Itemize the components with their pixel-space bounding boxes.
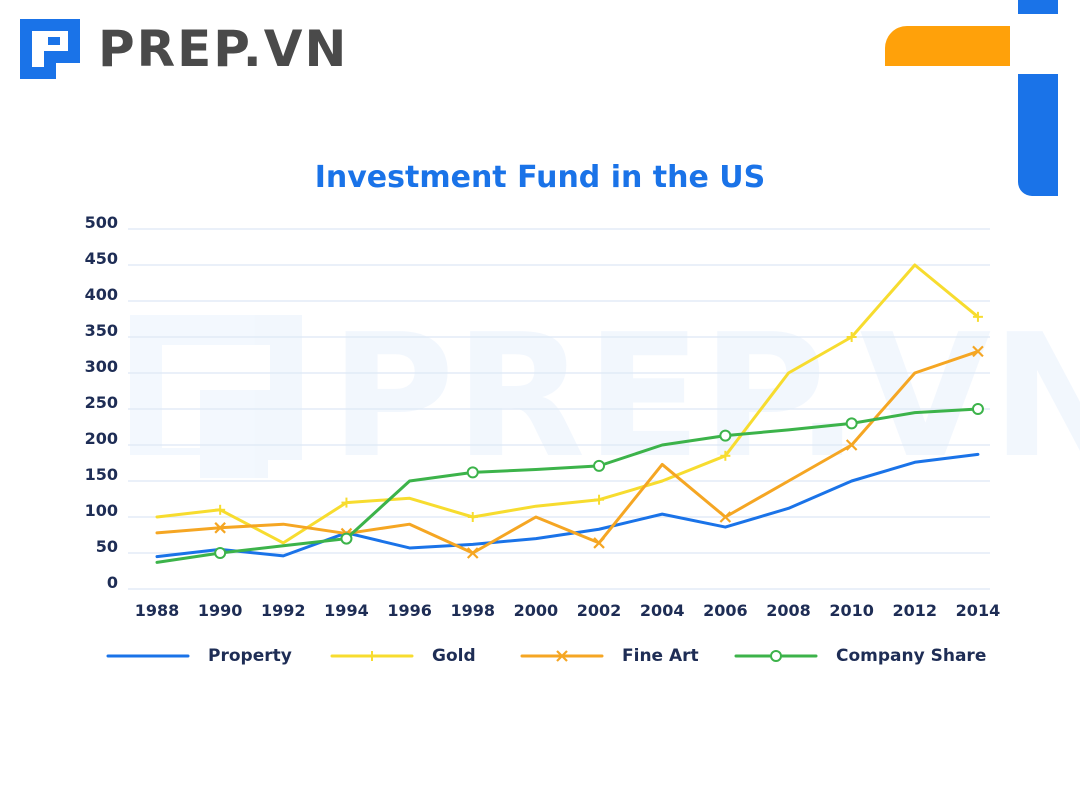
data-point-gold xyxy=(594,494,605,505)
data-point-fine-art xyxy=(466,547,479,559)
x-tick-label: 2006 xyxy=(703,601,748,620)
y-tick-label: 250 xyxy=(85,393,118,412)
brand: PREP.VN xyxy=(16,15,348,83)
x-tick-label: 2000 xyxy=(514,601,559,620)
legend-item-gold: Gold xyxy=(330,636,476,676)
decorative-blue-bar xyxy=(1018,74,1058,196)
x-tick-label: 1990 xyxy=(198,601,243,620)
decorative-blue-bar-top xyxy=(1018,0,1058,14)
data-point-company-share xyxy=(593,459,606,472)
chart-title: Investment Fund in the US xyxy=(314,160,766,195)
data-point-fine-art xyxy=(214,522,226,534)
x-tick-label: 1988 xyxy=(135,601,180,620)
legend-marker xyxy=(556,650,568,662)
data-point-company-share xyxy=(466,466,479,479)
prep-logo-icon xyxy=(20,19,80,79)
svg-text:PREP.VN: PREP.VN xyxy=(330,298,1080,496)
data-point-company-share xyxy=(971,403,984,415)
line-chart: PREP.VN 0 50 100 150 200 250 300 350 400 450 500 1… xyxy=(85,213,1080,620)
x-tick-label: 1994 xyxy=(324,601,369,620)
data-point-gold xyxy=(467,512,478,522)
legend-label-gold: Gold xyxy=(432,646,476,666)
data-point-fine-art xyxy=(593,537,605,549)
series-line-company-share xyxy=(155,407,980,564)
y-tick-label: 400 xyxy=(85,285,118,304)
legend-swatch-gold xyxy=(330,651,414,661)
y-tick-label: 0 xyxy=(107,573,118,592)
chart-series xyxy=(155,263,984,564)
y-tick-label: 350 xyxy=(85,321,118,340)
brand-name: PREP.VN xyxy=(98,20,349,78)
x-tick-label: 1996 xyxy=(387,601,432,620)
x-tick-label: 2008 xyxy=(766,601,811,620)
x-tick-label: 2004 xyxy=(640,601,685,620)
series-line-gold xyxy=(155,263,980,545)
legend-marker xyxy=(367,651,377,661)
data-point-fine-art xyxy=(972,345,984,358)
legend: Property Gold Fine Art Company Share xyxy=(0,636,1080,676)
y-tick-label: 500 xyxy=(85,213,118,232)
x-tick-label: 2002 xyxy=(577,601,622,620)
data-point-fine-art xyxy=(719,511,732,523)
series-line-fine-art xyxy=(155,349,980,555)
data-point-gold xyxy=(972,311,983,322)
data-point-gold xyxy=(846,332,857,342)
x-tick-label: 1998 xyxy=(450,601,495,620)
legend-label-fine-art: Fine Art xyxy=(622,646,699,666)
y-tick-label: 150 xyxy=(85,465,118,484)
data-point-gold xyxy=(341,497,352,508)
y-axis: 0 50 100 150 200 250 300 350 400 450 500 xyxy=(85,213,118,592)
legend-marker xyxy=(770,650,782,662)
chart-grid xyxy=(128,228,990,590)
legend-item-company-share: Company Share xyxy=(734,636,986,676)
legend-swatch-property xyxy=(106,654,190,658)
data-point-gold xyxy=(215,504,226,515)
y-tick-label: 50 xyxy=(96,537,118,556)
data-point-fine-art xyxy=(845,439,858,451)
x-axis: 1988 1990 1992 1994 1996 1998 2000 2002 2004 2006… xyxy=(135,601,1000,620)
data-point-company-share xyxy=(719,429,732,442)
y-tick-label: 200 xyxy=(85,429,118,448)
legend-swatch-fine-art xyxy=(520,650,604,662)
data-point-company-share xyxy=(214,547,227,559)
y-tick-label: 450 xyxy=(85,249,118,268)
legend-label-company-share: Company Share xyxy=(836,646,987,666)
decorative-orange-bar xyxy=(885,26,1010,66)
x-tick-label: 2010 xyxy=(829,601,874,620)
x-tick-label: 1992 xyxy=(261,601,306,620)
data-point-gold xyxy=(720,450,731,461)
series-line-property xyxy=(155,452,980,559)
y-tick-label: 300 xyxy=(85,357,118,376)
y-tick-label: 100 xyxy=(85,501,118,520)
x-tick-label: 2014 xyxy=(956,601,1001,620)
legend-item-fine-art: Fine Art xyxy=(520,636,699,676)
legend-swatch-company-share xyxy=(734,650,818,662)
legend-label-property: Property xyxy=(208,646,292,666)
x-tick-label: 2012 xyxy=(893,601,938,620)
data-point-company-share xyxy=(340,532,353,545)
legend-item-property: Property xyxy=(106,636,292,676)
data-point-company-share xyxy=(845,417,858,430)
